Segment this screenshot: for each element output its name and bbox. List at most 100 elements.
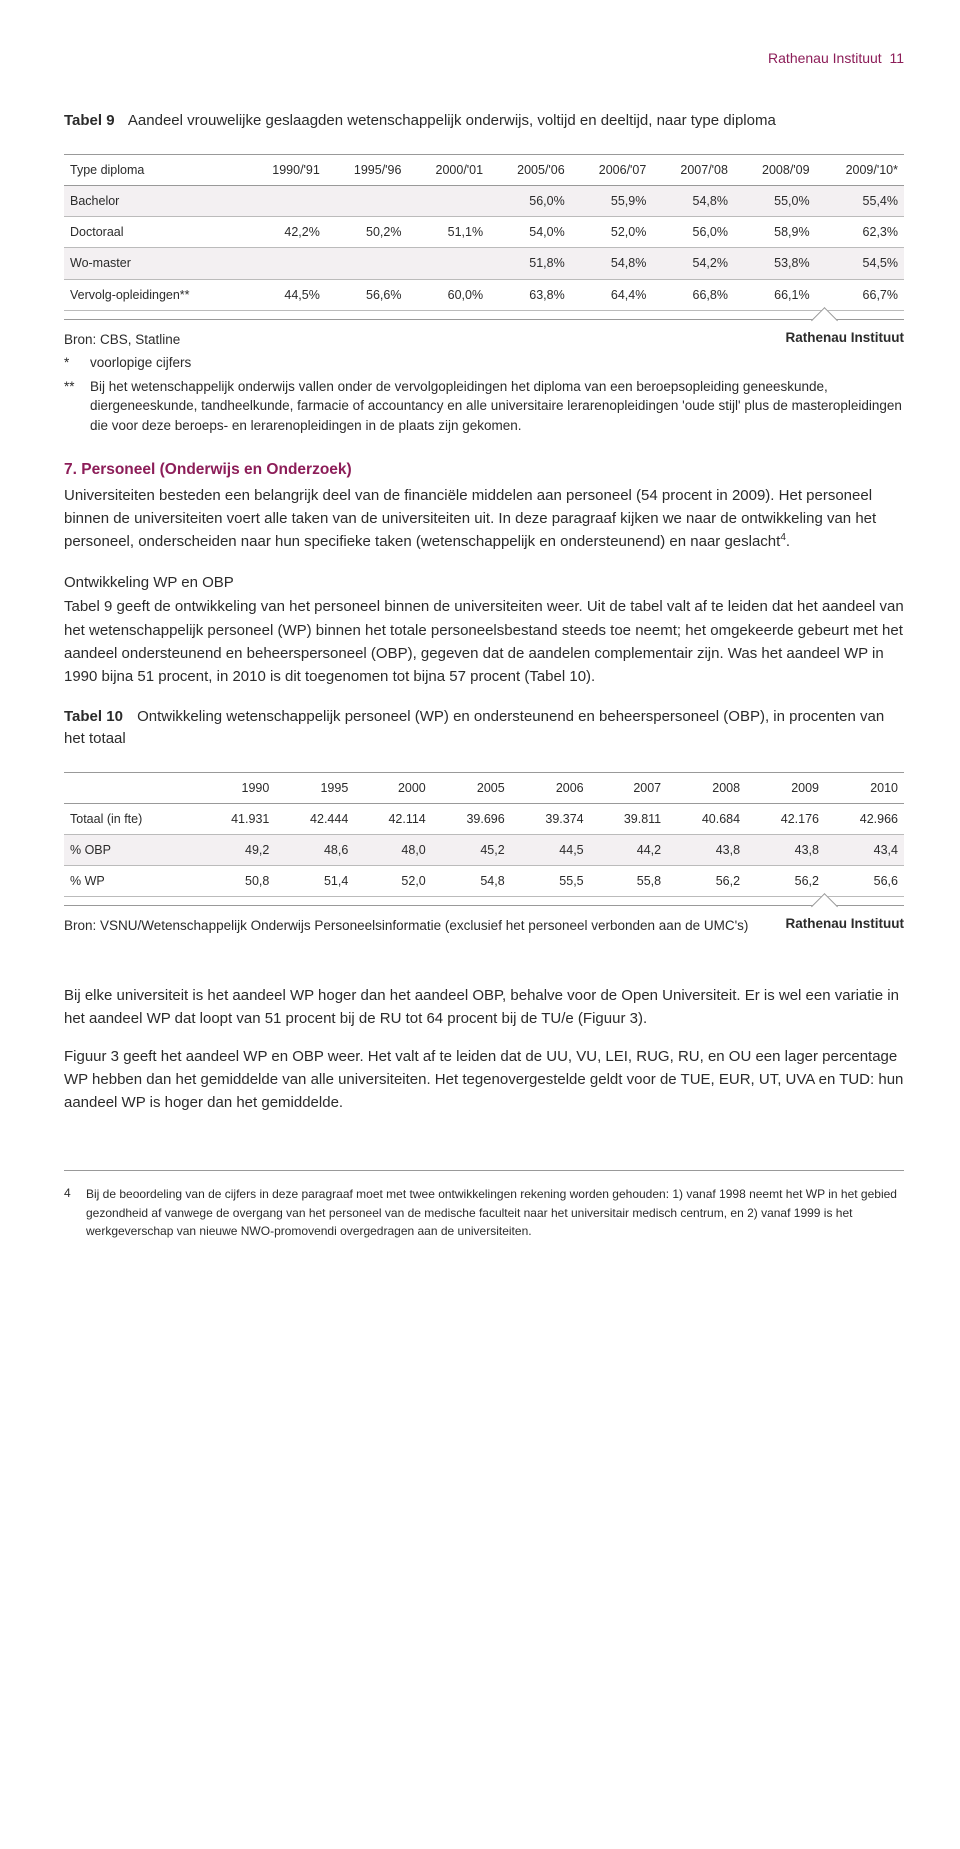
page-number: 11 xyxy=(889,50,904,66)
source-badge: Rathenau Instituut xyxy=(786,328,905,348)
cell: 55,9% xyxy=(571,186,653,217)
table-row: Wo-master51,8%54,8%54,2%53,8%54,5% xyxy=(64,248,904,279)
cell: 39.811 xyxy=(590,804,667,835)
cell: 42.444 xyxy=(275,804,354,835)
cell: 50,2% xyxy=(326,217,408,248)
cell: 54,2% xyxy=(652,248,734,279)
cell: 39.696 xyxy=(432,804,511,835)
cell: 55,0% xyxy=(734,186,816,217)
cell: 49,2 xyxy=(196,835,275,866)
section7-para1-text: Universiteiten besteden een belangrijk d… xyxy=(64,487,876,551)
table-row: % WP50,851,452,054,855,555,856,256,256,6 xyxy=(64,866,904,897)
cell: 56,6 xyxy=(825,866,904,897)
table9-col-header: 2008/'09 xyxy=(734,155,816,186)
table9-col-header: 2007/'08 xyxy=(652,155,734,186)
table9-caption: Aandeel vrouwelijke geslaagden wetenscha… xyxy=(128,112,776,129)
cell: 51,8% xyxy=(489,248,571,279)
row-label: Vervolg-opleidingen** xyxy=(64,279,244,310)
cell: 55,5 xyxy=(511,866,590,897)
cell: 43,8 xyxy=(746,835,825,866)
table10-col-header: 2000 xyxy=(354,772,431,803)
footnote: *voorlopige cijfers xyxy=(64,353,904,373)
cell: 50,8 xyxy=(196,866,275,897)
cell: 51,4 xyxy=(275,866,354,897)
cell: 55,8 xyxy=(590,866,667,897)
table9-label: Tabel 9 xyxy=(64,112,115,129)
table10-col-header: 2006 xyxy=(511,772,590,803)
table10-col-label xyxy=(64,772,196,803)
cell xyxy=(244,248,326,279)
tail-para1: Bij elke universiteit is het aandeel WP … xyxy=(64,984,904,1031)
section7-heading: 7. Personeel (Onderwijs en Onderzoek) xyxy=(64,459,904,481)
cell: 48,0 xyxy=(354,835,431,866)
table9-footnotes: *voorlopige cijfers**Bij het wetenschapp… xyxy=(64,353,904,435)
footnote-text: voorlopige cijfers xyxy=(90,353,904,373)
cell xyxy=(407,248,489,279)
table10-col-header: 2008 xyxy=(667,772,746,803)
cell: 42.966 xyxy=(825,804,904,835)
table-row: Totaal (in fte)41.93142.44442.11439.6963… xyxy=(64,804,904,835)
row-label: % OBP xyxy=(64,835,196,866)
cell: 60,0% xyxy=(407,279,489,310)
cell: 43,4 xyxy=(825,835,904,866)
footnote-text: Bij het wetenschappelijk onderwijs valle… xyxy=(90,377,904,436)
row-label: Wo-master xyxy=(64,248,244,279)
table10-col-header: 2007 xyxy=(590,772,667,803)
table10-col-header: 2009 xyxy=(746,772,825,803)
cell: 62,3% xyxy=(816,217,904,248)
table-row: Bachelor56,0%55,9%54,8%55,0%55,4% xyxy=(64,186,904,217)
table9-col-header: 2005/'06 xyxy=(489,155,571,186)
table9-title: Tabel 9 Aandeel vrouwelijke geslaagden w… xyxy=(64,110,904,132)
cell: 51,1% xyxy=(407,217,489,248)
cell xyxy=(326,248,408,279)
row-label: Totaal (in fte) xyxy=(64,804,196,835)
cell: 44,2 xyxy=(590,835,667,866)
table10-source-row: Bron: VSNU/Wetenschappelijk Onderwijs Pe… xyxy=(64,905,904,936)
table10-col-header: 1995 xyxy=(275,772,354,803)
cell: 66,7% xyxy=(816,279,904,310)
cell: 55,4% xyxy=(816,186,904,217)
footnote-mark: * xyxy=(64,353,90,373)
brand-name: Rathenau Instituut xyxy=(768,50,882,66)
cell: 56,2 xyxy=(746,866,825,897)
cell: 39.374 xyxy=(511,804,590,835)
cell: 66,1% xyxy=(734,279,816,310)
cell: 54,8% xyxy=(571,248,653,279)
cell: 42.114 xyxy=(354,804,431,835)
table9: Type diploma1990/'911995/'962000/'012005… xyxy=(64,154,904,311)
section7-para2: Tabel 9 geeft de ontwikkeling van het pe… xyxy=(64,595,904,688)
row-label: % WP xyxy=(64,866,196,897)
cell: 58,9% xyxy=(734,217,816,248)
cell: 48,6 xyxy=(275,835,354,866)
cell: 42,2% xyxy=(244,217,326,248)
table9-col-header: 2009/'10* xyxy=(816,155,904,186)
table-row: Vervolg-opleidingen**44,5%56,6%60,0%63,8… xyxy=(64,279,904,310)
cell xyxy=(407,186,489,217)
table9-col-header: 1995/'96 xyxy=(326,155,408,186)
table10-title: Tabel 10 Ontwikkeling wetenschappelijk p… xyxy=(64,706,904,750)
cell: 56,6% xyxy=(326,279,408,310)
running-header: Rathenau Instituut 11 xyxy=(64,48,904,68)
cell: 43,8 xyxy=(667,835,746,866)
cell: 56,2 xyxy=(667,866,746,897)
cell: 44,5 xyxy=(511,835,590,866)
cell: 54,8 xyxy=(432,866,511,897)
cell: 42.176 xyxy=(746,804,825,835)
cell xyxy=(326,186,408,217)
page-footnote: 4 Bij de beoordeling van de cijfers in d… xyxy=(64,1170,904,1241)
cell: 66,8% xyxy=(652,279,734,310)
cell: 41.931 xyxy=(196,804,275,835)
table10: 199019952000200520062007200820092010 Tot… xyxy=(64,772,904,898)
table9-source-row: Bron: CBS, Statline Rathenau Instituut *… xyxy=(64,319,904,436)
cell: 52,0 xyxy=(354,866,431,897)
table10-col-header: 2010 xyxy=(825,772,904,803)
cell xyxy=(244,186,326,217)
tail-para2: Figuur 3 geeft het aandeel WP en OBP wee… xyxy=(64,1045,904,1115)
table10-source: Bron: VSNU/Wetenschappelijk Onderwijs Pe… xyxy=(64,918,748,933)
table-row: Doctoraal42,2%50,2%51,1%54,0%52,0%56,0%5… xyxy=(64,217,904,248)
table9-col-header: 1990/'91 xyxy=(244,155,326,186)
table9-source: Bron: CBS, Statline xyxy=(64,332,180,347)
cell: 64,4% xyxy=(571,279,653,310)
cell: 40.684 xyxy=(667,804,746,835)
table10-col-header: 1990 xyxy=(196,772,275,803)
